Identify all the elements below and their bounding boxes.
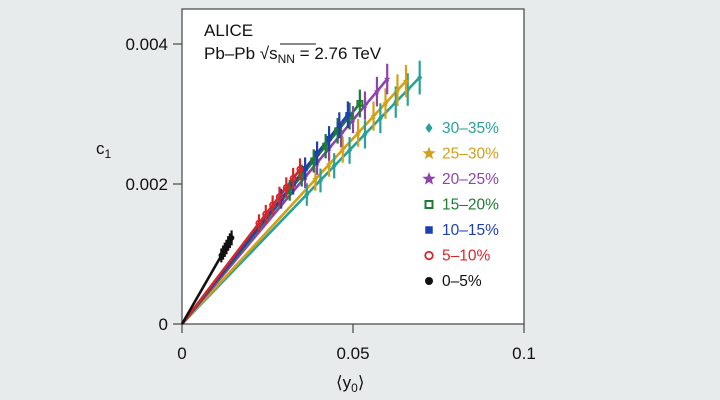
data-point [354,129,362,136]
data-point [314,150,320,156]
legend-label: 0–5% [442,273,482,290]
data-point [289,174,297,182]
data-point [318,177,323,184]
annotation-experiment: ALICE [204,21,253,40]
data-point [377,114,383,122]
legend-label: 20–25% [442,171,499,188]
legend-label: 5–10% [442,248,490,265]
legend-marker [424,200,434,209]
y-tick-label: 0.004 [125,35,168,54]
y-tick-label: 0 [159,315,168,334]
y-axis-label: c1 [96,139,112,161]
legend-marker [422,146,436,160]
data-point [302,165,308,172]
legend-marker [425,226,433,234]
data-point [296,165,304,173]
data-points [218,60,423,263]
data-point [402,77,410,84]
data-point [275,193,283,201]
legend: 30–35% 25–30% 20–25% 15–20% 10–15% 5–10% 0–5% [422,120,499,290]
data-point [282,183,290,192]
data-point [417,74,423,82]
data-point [269,201,277,209]
data-point [383,75,391,82]
plot-frame [181,8,525,325]
axis-ticks: 0 0.05 0.1 0 0.002 0.004 [125,35,535,363]
legend-marker [425,277,433,285]
data-point [331,162,337,170]
data-point [228,235,235,241]
legend-label: 30–35% [442,120,499,137]
data-point [356,100,364,107]
legend-marker [424,250,434,261]
data-point [345,112,351,118]
data-point [394,86,401,94]
data-point [339,146,347,153]
legend-marker [425,123,433,133]
data-point [312,175,319,182]
sqrt-symbol: √ [260,44,270,63]
data-point [373,88,381,95]
legend-label: 10–15% [442,222,499,239]
fit-line [181,80,407,325]
data-point [304,191,310,198]
legend-marker [422,172,436,185]
data-point [262,210,270,218]
x-axis-label: ⟨y0⟩ [336,373,364,395]
x-tick-label: 0 [177,344,186,363]
data-point [336,122,342,128]
annotation-system: Pb–Pb √sNN = 2.76 TeV [204,44,382,66]
data-point [370,112,377,119]
data-point [382,100,389,107]
x-tick-label: 0.05 [336,344,369,363]
data-point [255,219,263,227]
x-tick-label: 0.1 [512,344,536,363]
legend-label: 15–20% [442,197,499,214]
data-point [326,135,332,142]
y-tick-label: 0.002 [125,175,168,194]
data-point [325,160,333,168]
data-point [347,146,353,154]
legend-label: 25–30% [442,146,499,163]
data-point [361,102,369,109]
data-point [362,130,368,138]
